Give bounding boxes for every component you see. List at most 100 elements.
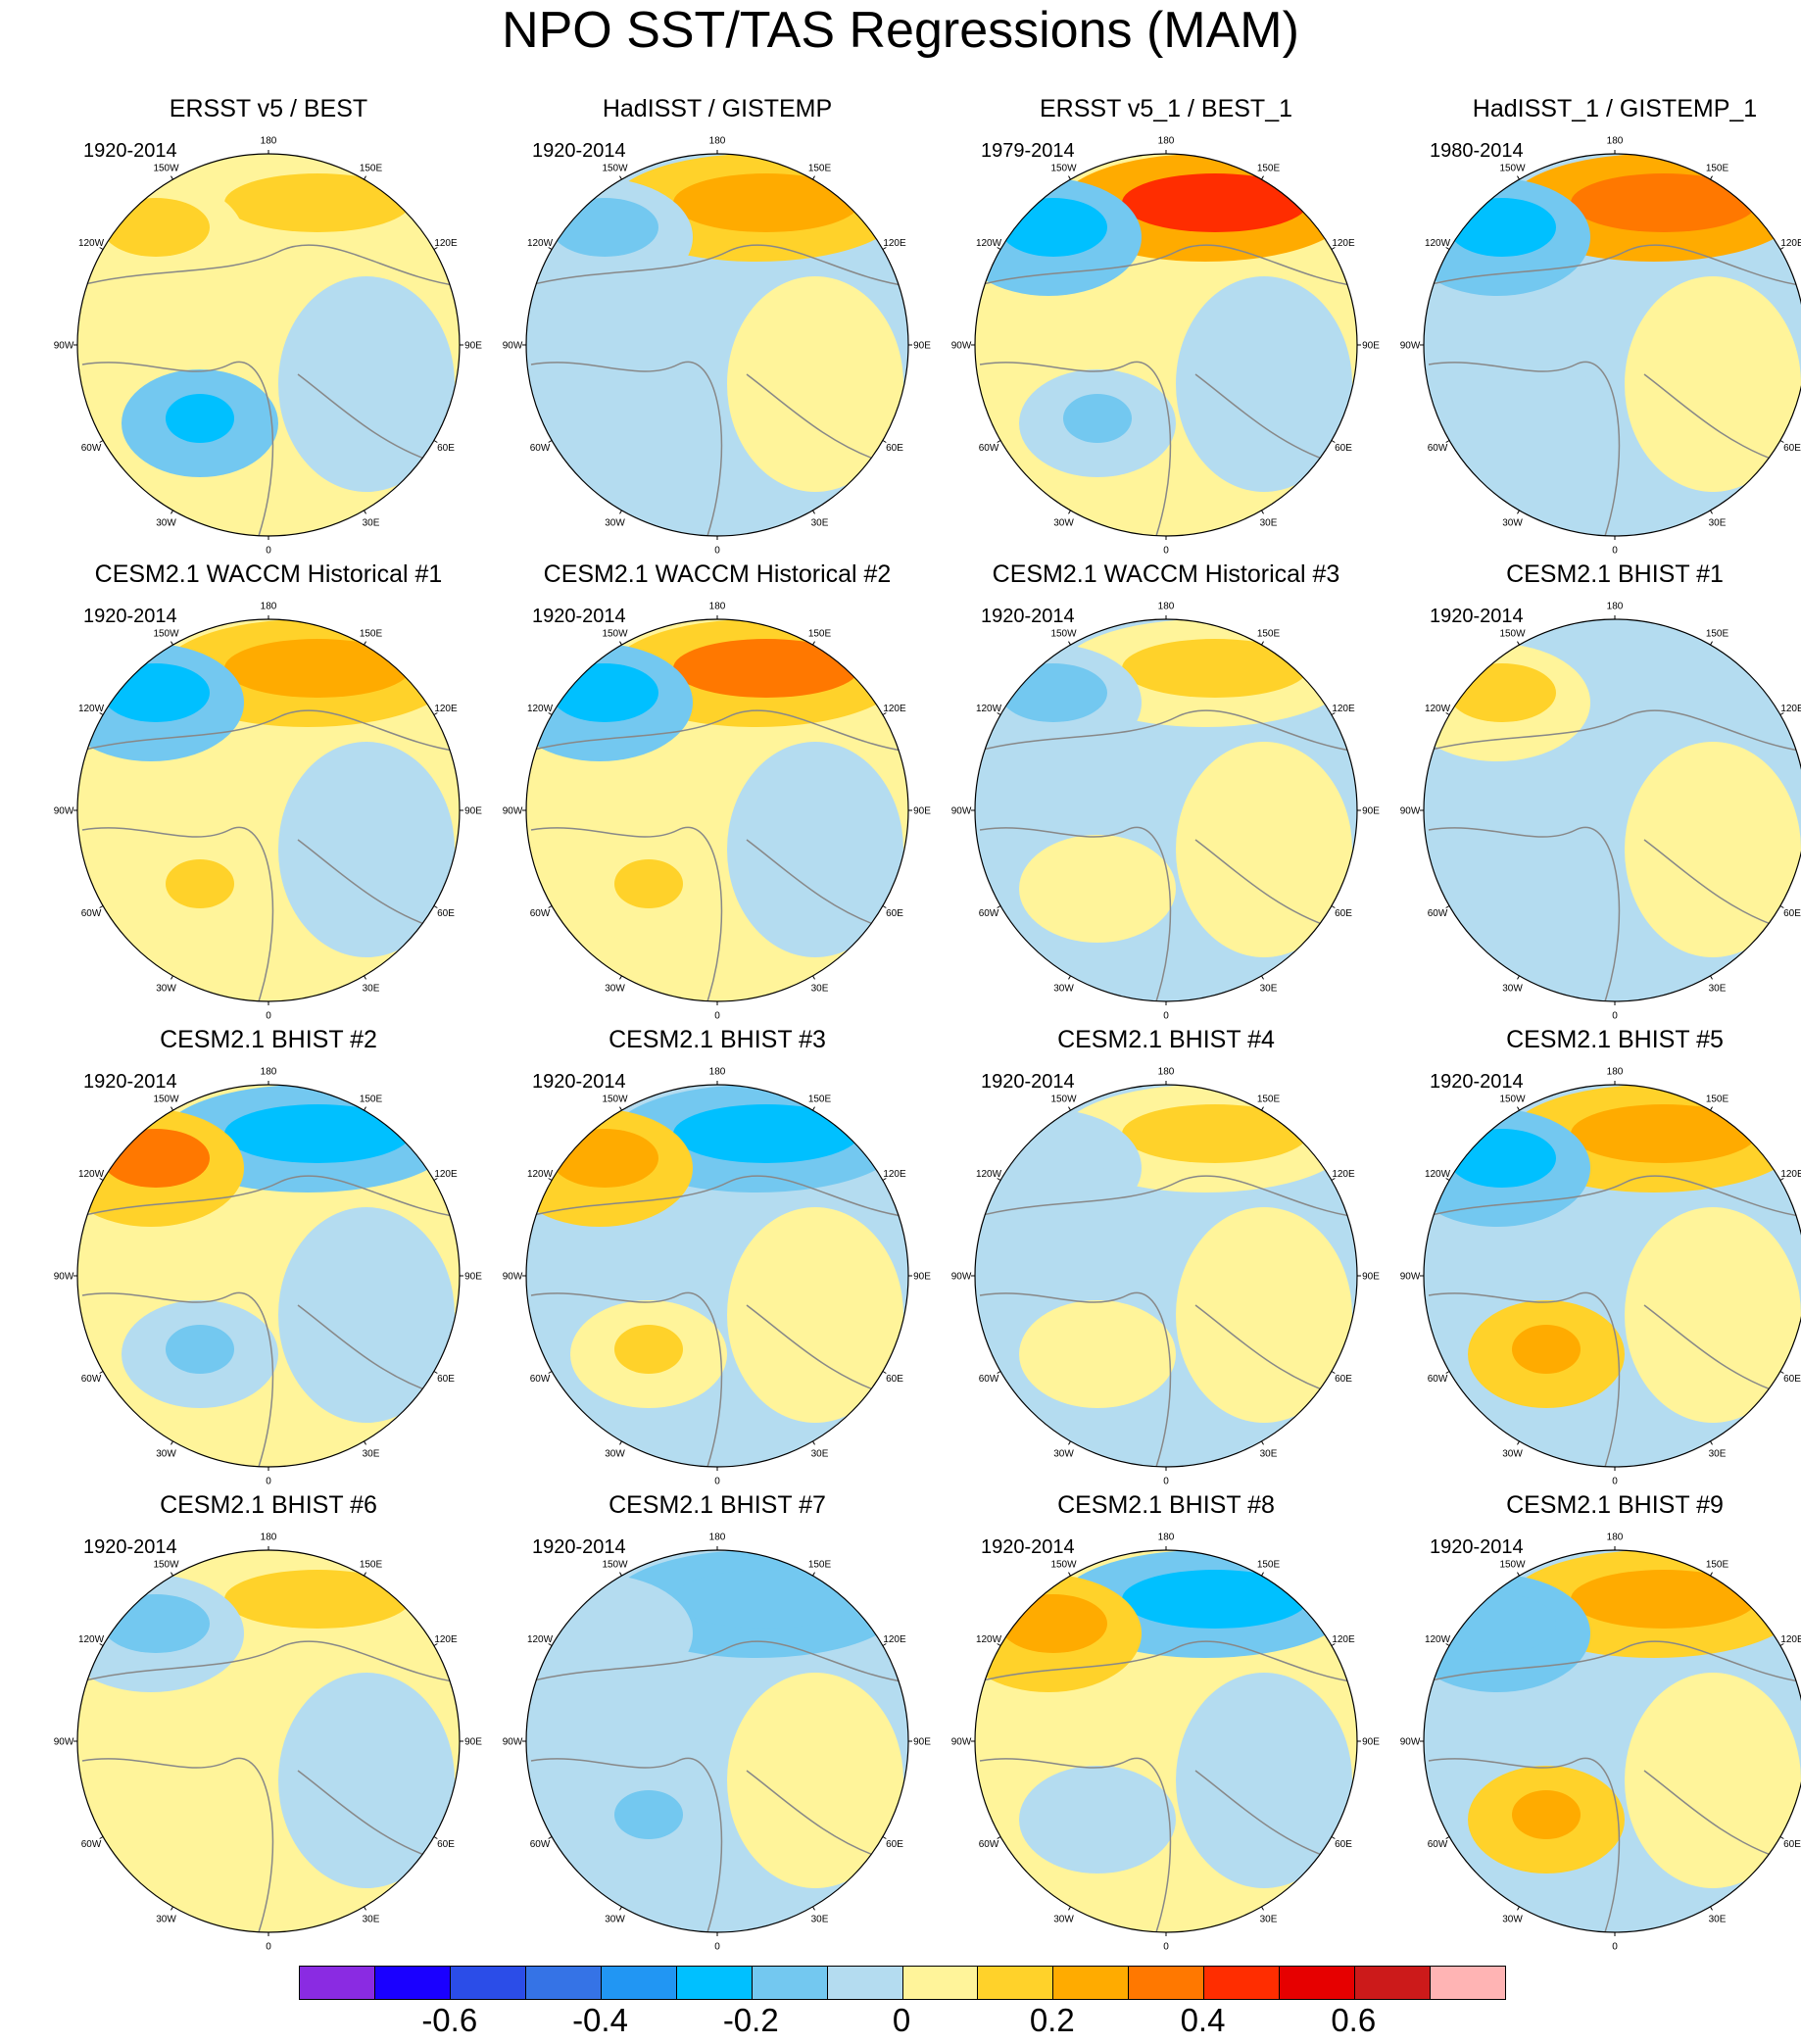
coastline <box>1194 839 1334 929</box>
pacific-anomaly-core <box>1571 1570 1757 1629</box>
coastline <box>530 1757 723 1932</box>
longitude-tick <box>812 975 815 980</box>
longitude-label: 60E <box>1783 443 1801 454</box>
longitude-tick <box>1261 1906 1264 1911</box>
longitude-tick <box>1779 440 1784 443</box>
longitude-label: 150E <box>360 1560 383 1571</box>
longitude-label: 60E <box>1335 908 1352 919</box>
longitude-label: 90W <box>1400 1737 1421 1748</box>
longitude-label: 150W <box>153 1560 179 1571</box>
longitude-label: 0 <box>266 1942 271 1953</box>
longitude-label: 120E <box>1780 1169 1801 1180</box>
longitude-label: 90W <box>54 1737 74 1748</box>
longitude-tick <box>1517 1440 1520 1445</box>
longitude-label: 90W <box>54 341 74 352</box>
contour-field <box>1424 619 1801 1001</box>
longitude-label: 120W <box>527 704 554 714</box>
longitude-label: 180 <box>261 602 277 612</box>
longitude-tick <box>364 175 366 180</box>
coastline <box>1424 709 1801 753</box>
atlantic-anomaly-core <box>614 394 683 443</box>
panel-title: CESM2.1 BHIST #2 <box>160 1026 377 1053</box>
longitude-label: 30E <box>1260 1448 1278 1459</box>
atlantic-anomaly-core <box>166 394 234 443</box>
coastline <box>746 1770 885 1860</box>
longitude-label: 0 <box>1163 1477 1169 1487</box>
longitude-tick <box>548 1643 553 1646</box>
longitude-tick <box>812 1572 815 1577</box>
longitude-tick <box>882 712 887 715</box>
longitude-tick <box>1710 175 1713 180</box>
longitude-tick <box>812 510 815 514</box>
longitude-label: 90W <box>503 806 523 817</box>
pacific-anomaly-core <box>224 639 411 698</box>
longitude-label: 90E <box>913 1272 931 1283</box>
longitude-tick <box>1445 712 1450 715</box>
longitude-tick <box>548 712 553 715</box>
panel-period: 1979-2014 <box>981 140 1075 162</box>
longitude-label: 0 <box>714 1942 720 1953</box>
longitude-label: 60E <box>886 1839 903 1850</box>
longitude-label: 150E <box>1257 629 1281 640</box>
longitude-label: 90E <box>464 1272 482 1283</box>
coastline <box>979 1291 1172 1467</box>
longitude-label: 30E <box>363 983 380 994</box>
panel-period: 1920-2014 <box>532 606 626 627</box>
coastline <box>1428 1757 1621 1932</box>
contour-field <box>975 154 1357 536</box>
longitude-label: 90E <box>1362 806 1380 817</box>
longitude-tick <box>364 1440 366 1445</box>
longitude-label: 90E <box>464 806 482 817</box>
longitude-tick <box>1710 1572 1713 1577</box>
longitude-tick <box>99 905 104 908</box>
longitude-label: 30W <box>1053 517 1074 528</box>
longitude-label: 120W <box>976 1634 1002 1645</box>
longitude-tick <box>1261 175 1264 180</box>
longitude-label: 60E <box>437 443 455 454</box>
panel-title: CESM2.1 BHIST #1 <box>1506 560 1724 588</box>
longitude-tick <box>1779 1178 1784 1181</box>
eurasia-anomaly <box>1625 1673 1801 1888</box>
longitude-tick <box>1779 1643 1784 1646</box>
longitude-label: 150W <box>602 164 628 174</box>
longitude-label: 90W <box>1400 806 1421 817</box>
longitude-label: 180 <box>709 136 726 147</box>
pacific-anomaly-core <box>1571 639 1757 698</box>
longitude-label: 60E <box>1335 443 1352 454</box>
longitude-label: 90E <box>464 341 482 352</box>
longitude-label: 90W <box>951 806 972 817</box>
longitude-label: 90E <box>1362 341 1380 352</box>
longitude-label: 120W <box>976 238 1002 249</box>
panel-period: 1920-2014 <box>532 1536 626 1558</box>
longitude-tick <box>1261 1106 1264 1111</box>
longitude-tick <box>1068 1440 1071 1445</box>
longitude-label: 150E <box>1257 1095 1281 1105</box>
panel-title: CESM2.1 BHIST #3 <box>608 1026 826 1053</box>
longitude-tick <box>99 1371 104 1374</box>
longitude-label: 120W <box>78 704 105 714</box>
longitude-label: 150E <box>1706 1095 1729 1105</box>
map-panel: CESM2.1 BHIST #2 1920-2014 180 150E 120E 90E 6… <box>44 1011 493 1487</box>
longitude-tick <box>1331 1836 1336 1839</box>
coastline <box>1424 1175 1801 1218</box>
longitude-label: 0 <box>1612 1942 1618 1953</box>
eurasia-anomaly <box>727 276 903 492</box>
longitude-label: 60W <box>81 443 102 454</box>
atlantic-anomaly-core <box>166 1790 234 1839</box>
longitude-tick <box>99 1178 104 1181</box>
longitude-label: 180 <box>709 602 726 612</box>
longitude-tick <box>1517 510 1520 514</box>
longitude-label: 30E <box>1709 1448 1727 1459</box>
contour-field <box>975 1085 1357 1467</box>
longitude-label: 120E <box>434 238 458 249</box>
longitude-label: 0 <box>266 1011 271 1022</box>
longitude-label: 60E <box>886 443 903 454</box>
atlantic-anomaly-core <box>1512 859 1581 908</box>
panel-title: CESM2.1 BHIST #9 <box>1506 1491 1724 1519</box>
longitude-label: 30W <box>605 517 625 528</box>
longitude-label: 150E <box>808 164 832 174</box>
coastline <box>1424 1640 1801 1683</box>
longitude-label: 150E <box>808 1560 832 1571</box>
panel-title: ERSST v5 / BEST <box>169 95 368 122</box>
